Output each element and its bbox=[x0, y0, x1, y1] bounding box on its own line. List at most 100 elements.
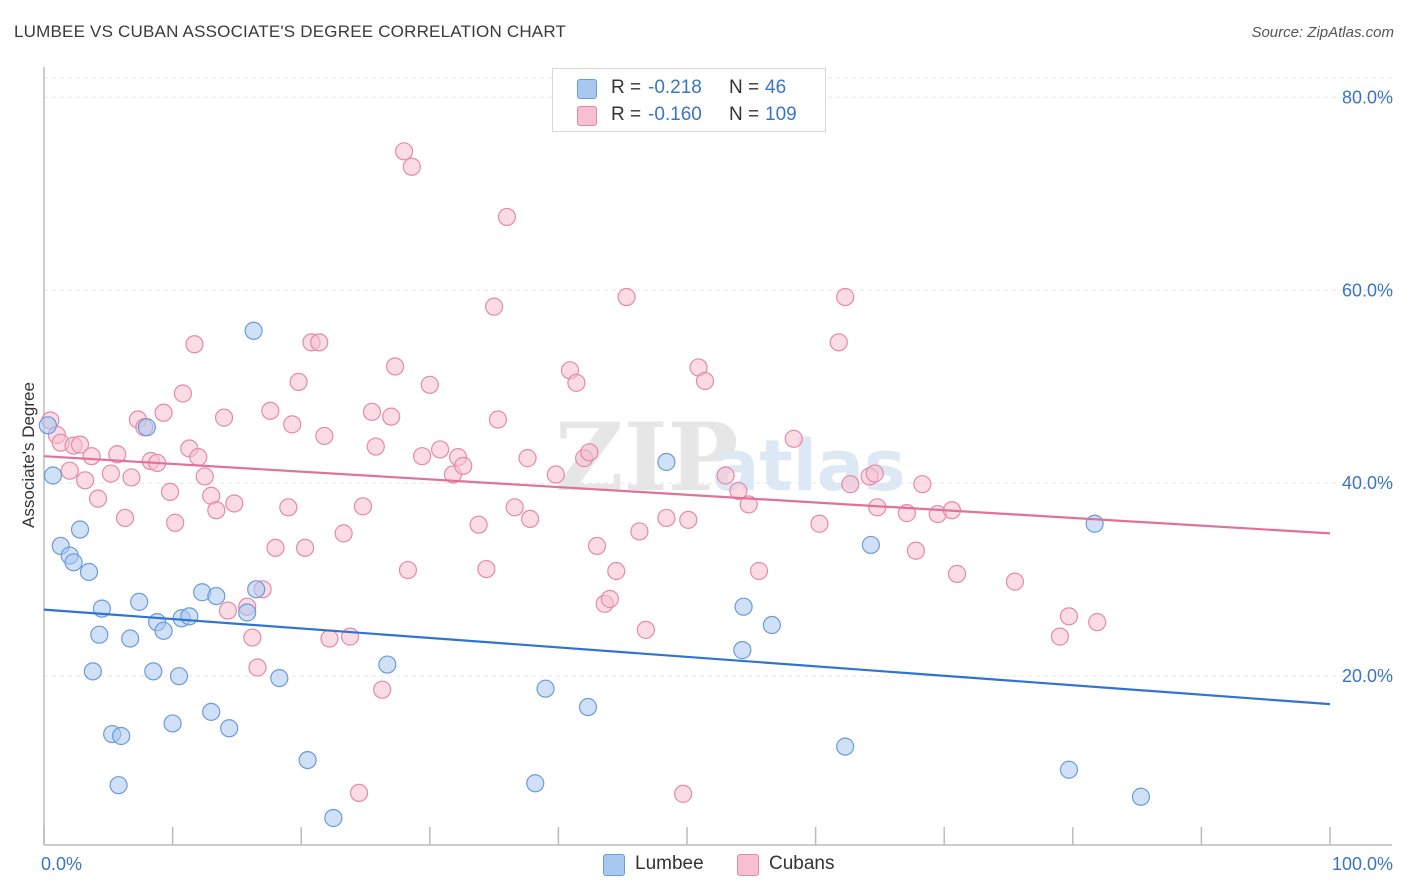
cubans-point bbox=[334, 524, 353, 543]
lumbee-point bbox=[578, 697, 598, 717]
cubans-point bbox=[214, 408, 234, 427]
lumbee-point bbox=[79, 562, 99, 582]
cubans-point bbox=[906, 541, 926, 560]
cubans-point bbox=[695, 371, 715, 391]
lumbee-point bbox=[378, 655, 397, 674]
cubans-point bbox=[430, 440, 450, 459]
y-tick-label: 80.0% bbox=[1342, 87, 1393, 107]
cubans-point bbox=[279, 498, 298, 517]
lumbee-point bbox=[202, 702, 221, 721]
cubans-point bbox=[248, 658, 267, 677]
cubans-point bbox=[485, 297, 504, 316]
y-tick-label: 20.0% bbox=[1342, 666, 1393, 686]
x-tick-label: 0.0% bbox=[41, 854, 82, 874]
cubans-point bbox=[70, 435, 90, 454]
lumbee-point bbox=[1131, 787, 1151, 806]
cubans-point bbox=[600, 589, 619, 609]
cubans-point bbox=[829, 333, 848, 352]
cubans-point bbox=[310, 333, 329, 352]
cubans-point bbox=[521, 509, 540, 529]
cubans-point bbox=[185, 335, 204, 354]
legend-r-value: -0.218 bbox=[648, 77, 702, 98]
cubans-point bbox=[207, 501, 226, 520]
legend-swatch-cubans bbox=[577, 106, 597, 126]
lumbee-point bbox=[83, 662, 102, 681]
lumbee-point bbox=[762, 615, 781, 635]
cubans-point bbox=[385, 357, 405, 376]
lumbee-point bbox=[244, 321, 263, 340]
lumbee-point bbox=[109, 776, 128, 795]
cubans-point bbox=[567, 373, 586, 392]
lumbee-point bbox=[180, 607, 199, 626]
cubans-point bbox=[166, 513, 185, 532]
cubans-point bbox=[1088, 613, 1107, 632]
cubans-point bbox=[398, 560, 418, 580]
cubans-point bbox=[630, 522, 649, 541]
lumbee-point bbox=[734, 597, 753, 616]
bottom-legend-swatch-lumbee bbox=[603, 854, 625, 876]
y-tick-label: 40.0% bbox=[1342, 473, 1393, 493]
cubans-point bbox=[636, 620, 655, 639]
lumbee-point bbox=[526, 774, 545, 793]
y-axis-label: Associate's Degree bbox=[19, 382, 38, 528]
legend-r-label: R = bbox=[611, 104, 642, 125]
cubans-point bbox=[122, 468, 141, 487]
cubans-point bbox=[266, 538, 285, 557]
lumbee-point bbox=[137, 418, 156, 437]
cubans-trend-line bbox=[43, 455, 1331, 535]
cubans-point bbox=[101, 464, 120, 483]
lumbee-point bbox=[270, 668, 289, 688]
bottom-legend-label-lumbee: Lumbee bbox=[635, 853, 704, 874]
cubans-point bbox=[617, 287, 636, 307]
cubans-point bbox=[657, 508, 676, 528]
cubans-point bbox=[454, 456, 473, 475]
cubans-point bbox=[366, 437, 385, 456]
cubans-point bbox=[82, 447, 101, 466]
cubans-point bbox=[225, 494, 244, 513]
cubans-point bbox=[108, 445, 127, 464]
cubans-point bbox=[546, 465, 565, 484]
cubans-point bbox=[243, 628, 262, 647]
cubans-point bbox=[283, 415, 302, 434]
cubans-point bbox=[580, 443, 599, 462]
cubans-point bbox=[739, 495, 758, 514]
cubans-point bbox=[865, 464, 884, 483]
cubans-point bbox=[1005, 572, 1025, 591]
cubans-points bbox=[41, 142, 1107, 803]
lumbee-point bbox=[324, 808, 343, 828]
legend-r-label: R = bbox=[611, 77, 642, 98]
legend-swatch-lumbee bbox=[577, 79, 597, 99]
cubans-point bbox=[60, 461, 79, 480]
cubans-point bbox=[402, 157, 421, 176]
cubans-point bbox=[477, 559, 496, 579]
lumbee-point bbox=[220, 719, 239, 738]
lumbee-point bbox=[163, 714, 182, 733]
lumbee-point bbox=[90, 625, 109, 644]
cubans-point bbox=[320, 629, 339, 648]
cubans-point bbox=[373, 680, 392, 699]
cubans-point bbox=[289, 372, 308, 392]
lumbee-point bbox=[64, 553, 83, 572]
cubans-point bbox=[88, 489, 108, 508]
lumbee-trend-line bbox=[43, 608, 1331, 706]
lumbee-point bbox=[298, 750, 317, 770]
cubans-point bbox=[420, 375, 439, 394]
cubans-point bbox=[362, 402, 382, 421]
legend-n-label: N = bbox=[729, 104, 760, 125]
cubans-point bbox=[160, 482, 180, 501]
cubans-point bbox=[913, 475, 932, 494]
lumbee-point bbox=[238, 603, 257, 622]
cubans-point bbox=[841, 475, 860, 494]
lumbee-point bbox=[733, 641, 752, 660]
tick-labels: 20.0% 40.0% 60.0% 80.0% 0.0% 100.0% bbox=[41, 87, 1393, 874]
cubans-point bbox=[836, 287, 855, 307]
bottom-legend-label-cubans: Cubans bbox=[769, 853, 835, 874]
cubans-point bbox=[195, 467, 214, 486]
trend-lines bbox=[43, 455, 1331, 706]
cubans-point bbox=[784, 429, 803, 448]
cubans-point bbox=[947, 564, 967, 583]
cubans-point bbox=[115, 508, 135, 528]
cubans-point bbox=[587, 536, 607, 556]
lumbee-point bbox=[169, 667, 189, 686]
